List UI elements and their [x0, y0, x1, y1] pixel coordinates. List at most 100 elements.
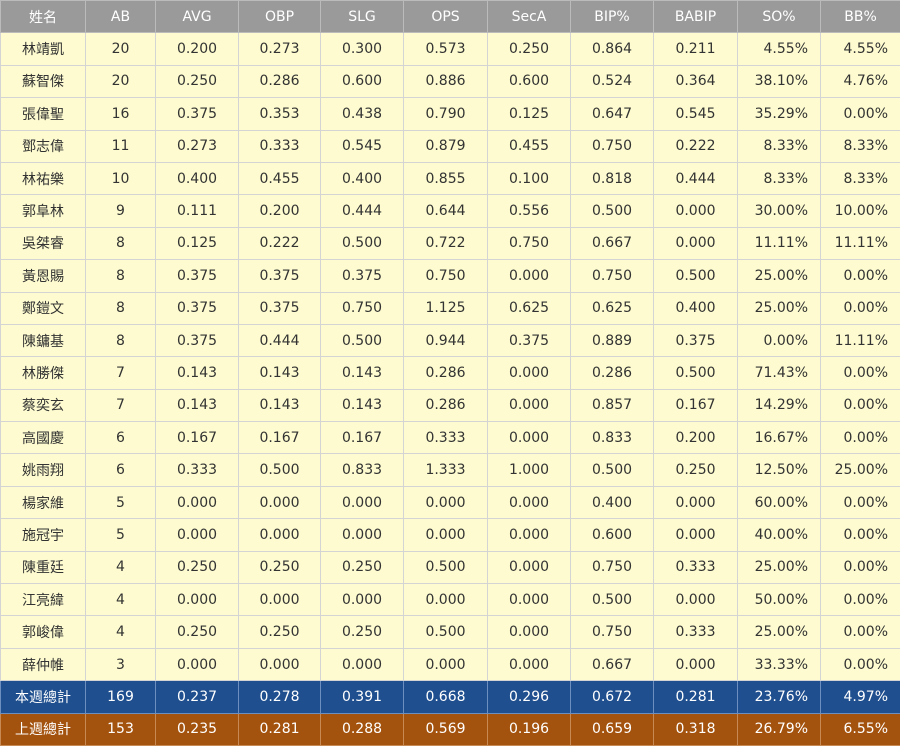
cell: 25.00% [737, 550, 821, 585]
cell: 0.573 [403, 32, 488, 66]
cell: 0.00% [820, 583, 900, 617]
cell: 0.318 [653, 712, 738, 746]
cell: 11 [85, 129, 156, 163]
cell: 0.864 [570, 32, 654, 66]
cell: 0.545 [653, 97, 738, 131]
header-cell[interactable]: OBP [238, 0, 321, 34]
cell: 0.375 [238, 259, 321, 293]
header-cell[interactable]: BABIP [653, 0, 738, 34]
cell: 0.500 [653, 356, 738, 390]
cell: 26.79% [737, 712, 821, 746]
cell: 0.750 [570, 615, 654, 649]
cell: 0.281 [238, 712, 321, 746]
data-row: 郭峻偉 4 0.250 0.250 0.250 0.500 0.000 0.750 0.333 2… [0, 615, 900, 649]
cell: 0.000 [238, 518, 321, 552]
header-cell[interactable]: OPS [403, 0, 488, 34]
cell: 鄭鎧文 [0, 291, 86, 325]
cell: 4 [85, 550, 156, 585]
data-row: 楊家維 5 0.000 0.000 0.000 0.000 0.000 0.400 0.000 6… [0, 485, 900, 520]
cell: 0.944 [403, 323, 488, 358]
data-row: 林靖凱 20 0.200 0.273 0.300 0.573 0.250 0.864 0.211… [0, 32, 900, 66]
cell: 0.250 [155, 64, 239, 99]
cell: 0.222 [238, 226, 321, 261]
cell: 4.97% [820, 680, 900, 714]
cell: 姚雨翔 [0, 453, 86, 487]
cell: 0.438 [320, 97, 404, 131]
cell: 169 [85, 680, 156, 714]
cell: 0.569 [403, 712, 488, 746]
cell: 0.444 [320, 194, 404, 228]
data-row: 鄧志偉 11 0.273 0.333 0.545 0.879 0.455 0.750 0.222… [0, 129, 900, 163]
cell: 0.879 [403, 129, 488, 163]
cell: 0.500 [403, 615, 488, 649]
cell: 0.500 [570, 194, 654, 228]
cell: 6 [85, 453, 156, 487]
header-cell[interactable]: AVG [155, 0, 239, 34]
cell: 0.00% [820, 259, 900, 293]
cell: 0.00% [737, 323, 821, 358]
data-row: 郭阜林 9 0.111 0.200 0.444 0.644 0.556 0.500 0.000 3… [0, 194, 900, 228]
cell: 0.375 [155, 291, 239, 325]
cell: 0.250 [320, 550, 404, 585]
cell: 0.273 [238, 32, 321, 66]
cell: 0.333 [653, 550, 738, 585]
cell: 0.375 [320, 259, 404, 293]
cell: 14.29% [737, 388, 821, 423]
cell: 1.000 [487, 453, 571, 487]
header-cell[interactable]: BB% [820, 0, 900, 34]
header-cell[interactable]: SO% [737, 0, 821, 34]
data-row: 高國慶 6 0.167 0.167 0.167 0.333 0.000 0.833 0.200 1… [0, 421, 900, 455]
header-cell[interactable]: 姓名 [0, 0, 86, 34]
cell: 0.167 [238, 421, 321, 455]
cell: 8.33% [820, 161, 900, 196]
cell: 0.000 [487, 356, 571, 390]
cell: 0.500 [403, 550, 488, 585]
cell: 20 [85, 32, 156, 66]
cell: 0.000 [320, 583, 404, 617]
cell: 0.000 [487, 583, 571, 617]
header-cell[interactable]: BIP% [570, 0, 654, 34]
cell: 上週總計 [0, 712, 86, 746]
cell: 施冠宇 [0, 518, 86, 552]
cell: 0.00% [820, 550, 900, 585]
cell: 0.211 [653, 32, 738, 66]
cell: 0.659 [570, 712, 654, 746]
cell: 張偉聖 [0, 97, 86, 131]
cell: 0.333 [238, 129, 321, 163]
cell: 0.672 [570, 680, 654, 714]
cell: 0.000 [487, 518, 571, 552]
cell: 黃恩賜 [0, 259, 86, 293]
cell: 0.400 [155, 161, 239, 196]
cell: 0.818 [570, 161, 654, 196]
header-cell[interactable]: AB [85, 0, 156, 34]
cell: 0.524 [570, 64, 654, 99]
data-row: 薛仲帷 3 0.000 0.000 0.000 0.000 0.000 0.667 0.000 3… [0, 647, 900, 682]
cell: 0.143 [155, 388, 239, 423]
cell: 0.375 [487, 323, 571, 358]
cell: 0.00% [820, 421, 900, 455]
cell: 郭阜林 [0, 194, 86, 228]
cell: 0.143 [320, 388, 404, 423]
cell: 吳桀睿 [0, 226, 86, 261]
cell: 0.722 [403, 226, 488, 261]
cell: 8 [85, 226, 156, 261]
data-row: 林勝傑 7 0.143 0.143 0.143 0.286 0.000 0.286 0.500 7… [0, 356, 900, 390]
cell: 江亮緯 [0, 583, 86, 617]
cell: 0.000 [653, 226, 738, 261]
cell: 0.143 [320, 356, 404, 390]
cell: 0.000 [653, 647, 738, 682]
header-cell[interactable]: SLG [320, 0, 404, 34]
cell: 0.286 [403, 388, 488, 423]
cell: 0.300 [320, 32, 404, 66]
data-row: 陳鏞基 8 0.375 0.444 0.500 0.944 0.375 0.889 0.375 0… [0, 323, 900, 358]
total-row: 上週總計 153 0.235 0.281 0.288 0.569 0.196 0.659 0.3… [0, 712, 900, 746]
data-row: 鄭鎧文 8 0.375 0.375 0.750 1.125 0.625 0.625 0.400 2… [0, 291, 900, 325]
cell: 30.00% [737, 194, 821, 228]
cell: 0.000 [653, 485, 738, 520]
header-cell[interactable]: SecA [487, 0, 571, 34]
cell: 0.125 [155, 226, 239, 261]
cell: 0.600 [570, 518, 654, 552]
cell: 0.353 [238, 97, 321, 131]
cell: 0.668 [403, 680, 488, 714]
